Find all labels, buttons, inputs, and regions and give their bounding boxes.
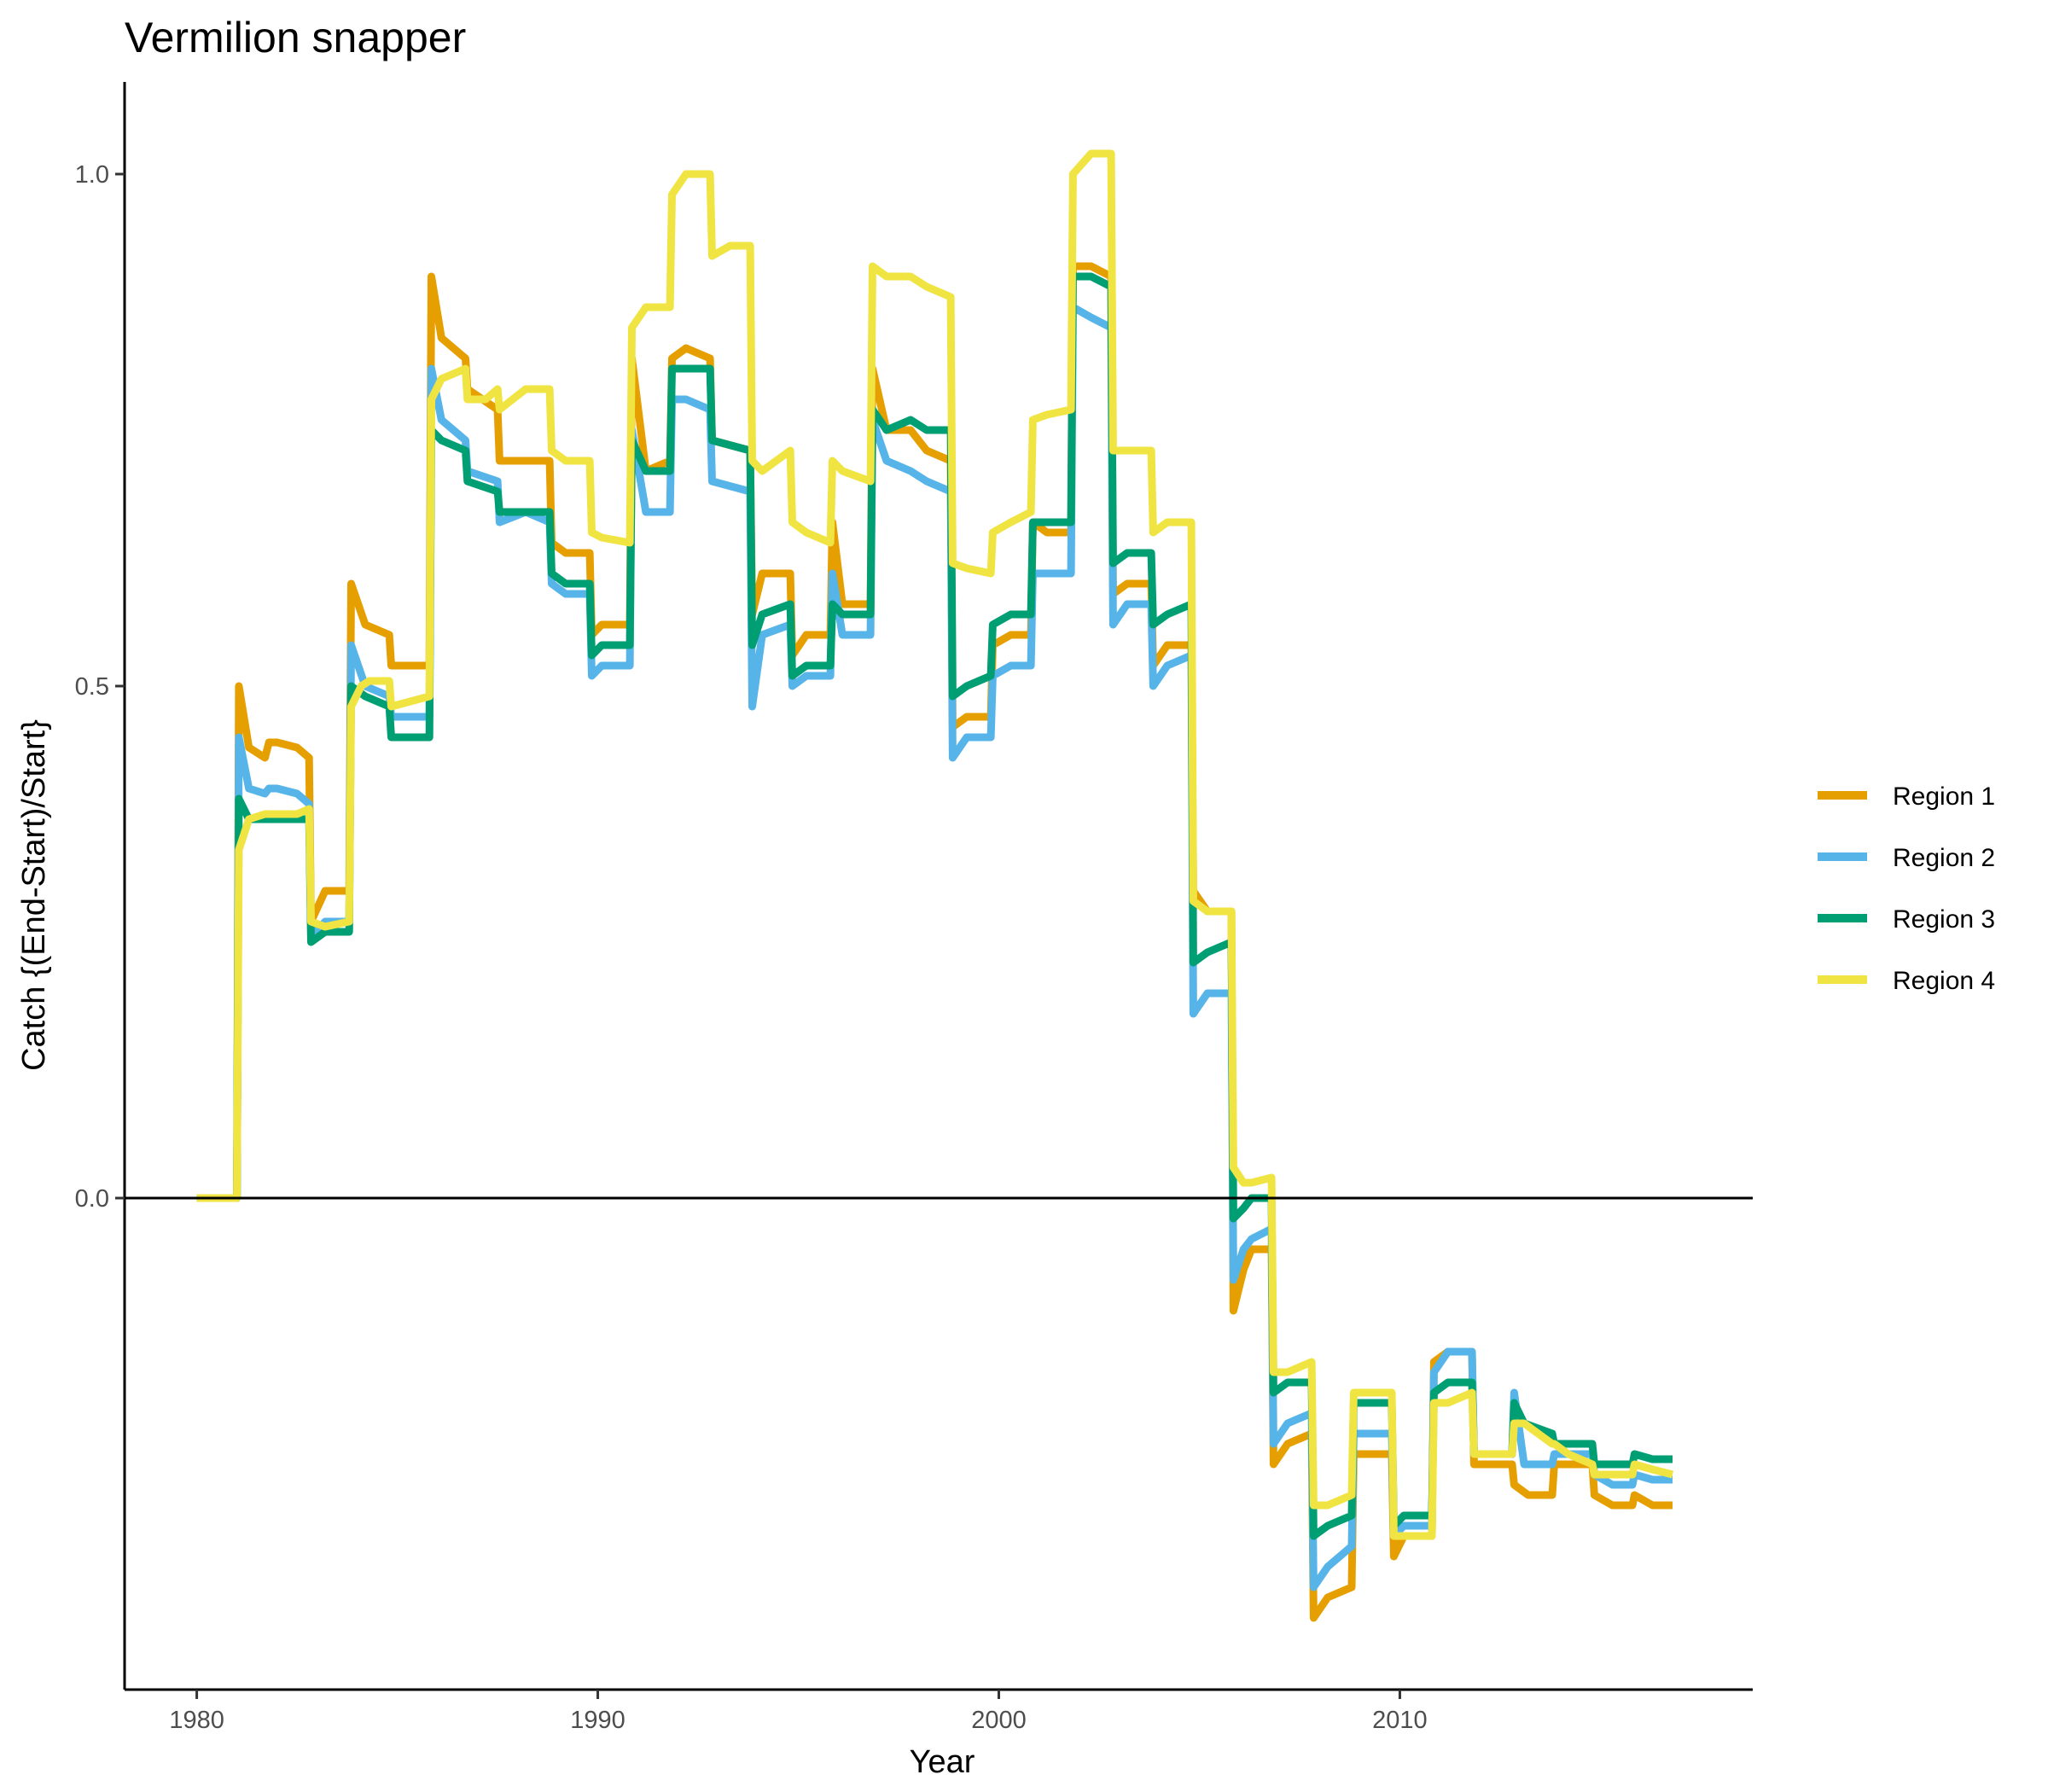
x-tick-label: 1990: [570, 1707, 625, 1734]
legend-label-region-4: Region 4: [1893, 967, 1995, 995]
legend: Region 1 Region 2 Region 3 Region 4: [1818, 783, 1995, 995]
series-line-region-2: [196, 303, 1673, 1591]
y-tick-label: 0.5: [75, 673, 109, 701]
x-tick-label: 1980: [169, 1707, 224, 1734]
x-tick-label: 2010: [1372, 1707, 1428, 1734]
y-tick-label: 1.0: [75, 161, 109, 189]
y-axis-label: Catch {(End-Start)/Start}: [16, 719, 52, 1071]
y-axis-ticks: 0.0 0.5 1.0: [75, 161, 125, 1213]
series-line-region-1: [196, 262, 1673, 1622]
series-layer: [196, 149, 1674, 1622]
x-tick-label: 2000: [971, 1707, 1027, 1734]
chart-title: Vermilion snapper: [125, 14, 466, 61]
series-line-region-3: [196, 272, 1673, 1540]
y-tick-label: 0.0: [75, 1185, 109, 1213]
legend-label-region-2: Region 2: [1893, 844, 1995, 872]
series-line-region-4: [196, 149, 1674, 1540]
legend-label-region-3: Region 3: [1893, 905, 1995, 934]
plot-area: 1980 1990 2000 2010 0.0 0.5 1.0: [75, 82, 1753, 1734]
x-axis-ticks: 1980 1990 2000 2010: [169, 1690, 1428, 1734]
x-axis-label: Year: [910, 1744, 975, 1780]
legend-label-region-1: Region 1: [1893, 783, 1995, 811]
